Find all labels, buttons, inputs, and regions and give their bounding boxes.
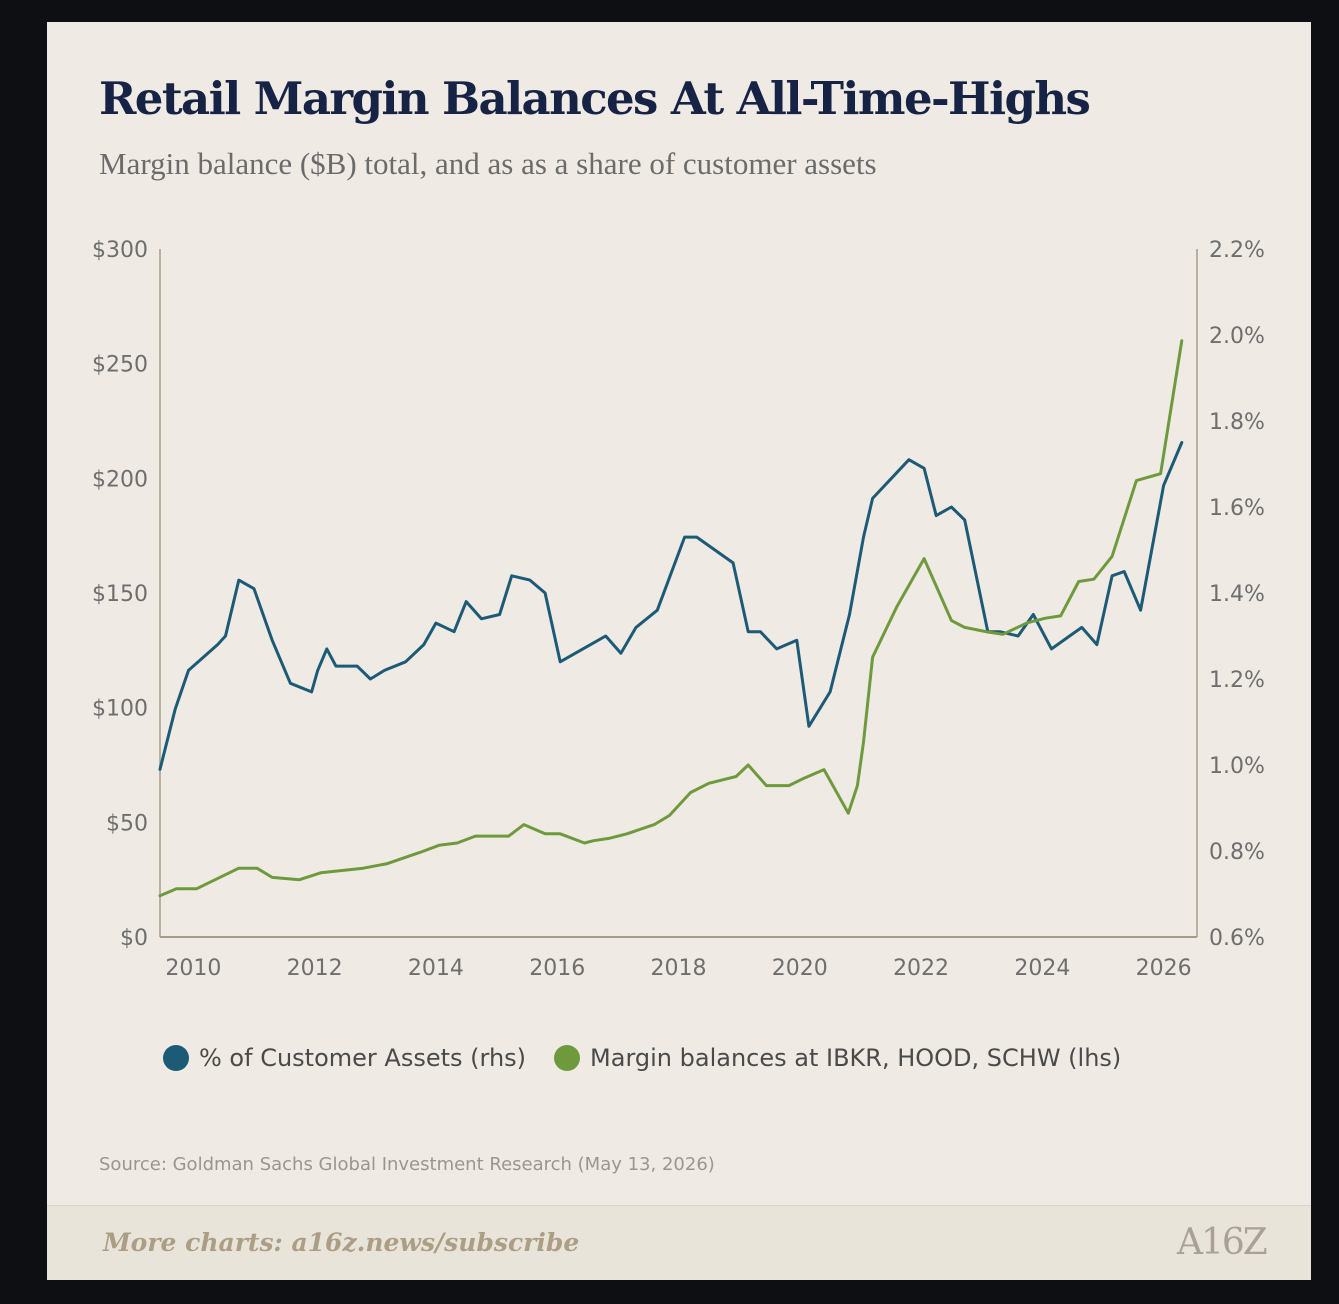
y-right-tick-label: 0.6% bbox=[1209, 926, 1265, 951]
subscribe-link[interactable]: More charts: a16z.news/subscribe bbox=[103, 1228, 580, 1257]
series-line-margin-balances bbox=[158, 339, 1184, 898]
y-left-tick-label: $200 bbox=[92, 467, 148, 492]
y-right-tick-label: 1.4% bbox=[1209, 582, 1265, 607]
legend-swatch-pct bbox=[163, 1045, 189, 1071]
y-right-tick-label: 1.0% bbox=[1209, 754, 1265, 779]
chart-legend: % of Customer Assets (rhs) Margin balanc… bbox=[163, 1038, 1149, 1078]
chart-title: Retail Margin Balances At All-Time-Highs bbox=[99, 72, 1091, 125]
legend-label-margin: Margin balances at IBKR, HOOD, SCHW (lhs… bbox=[590, 1044, 1122, 1072]
legend-item-pct: % of Customer Assets (rhs) bbox=[163, 1044, 526, 1072]
line-chart: $0 $50 $100 $150 $200 $250 $300 0.6% 0.8% 1.0% 1.2… bbox=[92, 238, 1265, 981]
y-left-tick-label: $300 bbox=[92, 238, 148, 263]
y-right-tick-label: 2.2% bbox=[1209, 238, 1265, 263]
x-tick-label: 2024 bbox=[1014, 956, 1070, 981]
logo-text: A16Z bbox=[1177, 1222, 1268, 1263]
x-tick-label: 2022 bbox=[893, 956, 949, 981]
y-right-tick-label: 1.6% bbox=[1209, 496, 1265, 521]
y-left-tick-label: $150 bbox=[92, 582, 148, 607]
y-right-tick-label: 1.8% bbox=[1209, 410, 1265, 435]
series-lines bbox=[158, 339, 1184, 898]
y-left-tick-label: $250 bbox=[92, 353, 148, 378]
x-tick-label: 2012 bbox=[287, 956, 343, 981]
y-left-tick-label: $0 bbox=[120, 926, 148, 951]
y-right-tick-label: 1.2% bbox=[1209, 668, 1265, 693]
footer-bar: More charts: a16z.news/subscribe A16Z bbox=[47, 1205, 1311, 1280]
x-tick-label: 2026 bbox=[1136, 956, 1192, 981]
y-right-tick-label: 2.0% bbox=[1209, 324, 1265, 349]
series-line-pct-customer-assets bbox=[158, 441, 1184, 771]
y-left-tick-label: $50 bbox=[106, 811, 148, 836]
legend-item-margin: Margin balances at IBKR, HOOD, SCHW (lhs… bbox=[554, 1044, 1121, 1072]
y-right-tick-label: 0.8% bbox=[1209, 840, 1265, 865]
axes: $0 $50 $100 $150 $200 $250 $300 0.6% 0.8% 1.0% 1.2… bbox=[92, 238, 1265, 981]
x-tick-label: 2020 bbox=[772, 956, 828, 981]
x-tick-label: 2010 bbox=[165, 956, 221, 981]
x-tick-label: 2018 bbox=[651, 956, 707, 981]
source-note: Source: Goldman Sachs Global Investment … bbox=[99, 1154, 715, 1175]
y-left-tick-label: $100 bbox=[92, 697, 148, 722]
x-tick-label: 2016 bbox=[529, 956, 585, 981]
x-tick-label: 2014 bbox=[408, 956, 464, 981]
chart-subtitle: Margin balance ($B) total, and as as a s… bbox=[99, 146, 877, 181]
a16z-logo: A16Z bbox=[1177, 1222, 1268, 1266]
chart-card: Retail Margin Balances At All-Time-Highs… bbox=[47, 22, 1311, 1280]
legend-swatch-margin bbox=[554, 1045, 581, 1071]
legend-label-pct: % of Customer Assets (rhs) bbox=[199, 1044, 527, 1072]
